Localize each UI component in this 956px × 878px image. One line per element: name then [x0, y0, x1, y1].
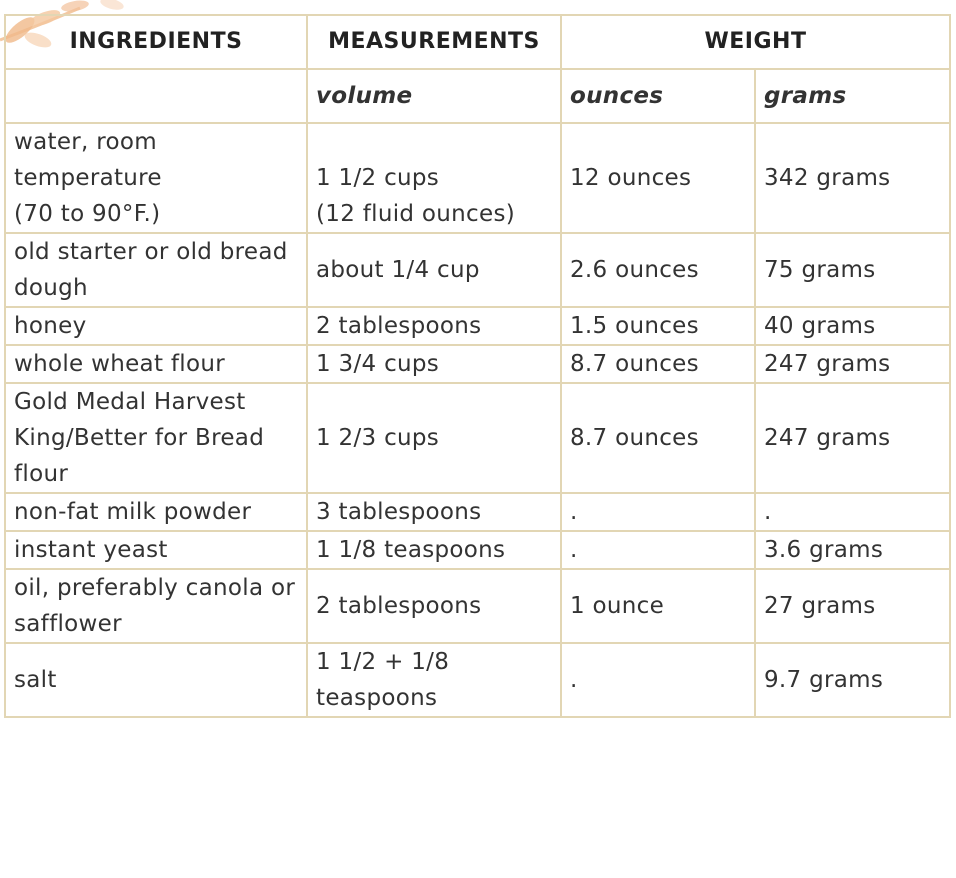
ounces-cell: . [560, 492, 756, 532]
volume-cell-line: about 1/4 cup [316, 257, 480, 283]
header-row: INGREDIENTS MEASUREMENTS WEIGHT [4, 14, 951, 70]
table-row: oil, preferably canola or safflower 2 tabl… [4, 568, 951, 644]
table-row: salt 1 1/2 + 1/8 teaspoons. 9.7 grams [4, 642, 951, 718]
table-row: Gold Medal Harvest King/Better for Bread f… [4, 382, 951, 494]
ounces-cell: 12 ounces [560, 122, 756, 234]
ounces-cell: . [560, 642, 756, 718]
table-row: whole wheat flour 1 3/4 cups 8.7 ounces 247… [4, 344, 951, 384]
grams-cell-line: 342 grams [764, 165, 891, 191]
ingredient-cell-line: instant yeast [14, 537, 168, 563]
ounces-cell-line: 8.7 ounces [570, 351, 699, 377]
volume-cell: about 1/4 cup [306, 232, 562, 308]
volume-cell-line: teaspoons [316, 685, 438, 711]
grams-cell-line: 40 grams [764, 313, 876, 339]
grams-cell: 27 grams [754, 568, 951, 644]
ingredient-cell-line: whole wheat flour [14, 351, 225, 377]
ingredient-cell-line: dough [14, 275, 88, 301]
subheader-volume: volume [306, 68, 562, 124]
volume-cell: 1 3/4 cups [306, 344, 562, 384]
volume-cell-line: 1 2/3 cups [316, 425, 440, 451]
ounces-cell: 8.7 ounces [560, 344, 756, 384]
table-row: water, room temperature (70 to 90°F.) 1 1/2… [4, 122, 951, 234]
ingredient-cell-line: King/Better for Bread [14, 425, 265, 451]
ingredient-cell: whole wheat flour [4, 344, 308, 384]
ounces-cell: 8.7 ounces [560, 382, 756, 494]
volume-cell-line: 1 3/4 cups [316, 351, 440, 377]
volume-cell-line: 2 tablespoons [316, 593, 482, 619]
volume-cell: 1 2/3 cups [306, 382, 562, 494]
subheader-grams: grams [754, 68, 951, 124]
ounces-cell-line: 12 ounces [570, 165, 692, 191]
volume-cell: 1 1/2 + 1/8 teaspoons [306, 642, 562, 718]
volume-cell: 1 1/2 cups (12 fluid ounces) [306, 122, 562, 234]
ounces-cell-line: . [570, 537, 578, 563]
ounces-cell: 2.6 ounces [560, 232, 756, 308]
grams-cell: 3.6 grams [754, 530, 951, 570]
grams-cell-line: 75 grams [764, 257, 876, 283]
ounces-cell-line: 1 ounce [570, 593, 665, 619]
header-ingredients: INGREDIENTS [4, 14, 308, 70]
ingredient-cell-line: honey [14, 313, 87, 339]
ingredient-cell: instant yeast [4, 530, 308, 570]
grams-cell: 40 grams [754, 306, 951, 346]
volume-cell: 2 tablespoons [306, 568, 562, 644]
table-row: instant yeast 1 1/8 teaspoons. 3.6 grams [4, 530, 951, 570]
volume-cell: 1 1/8 teaspoons [306, 530, 562, 570]
grams-cell: 9.7 grams [754, 642, 951, 718]
volume-cell: 2 tablespoons [306, 306, 562, 346]
ingredient-cell-line: oil, preferably canola or [14, 575, 296, 601]
volume-cell-line: 1 1/8 teaspoons [316, 537, 506, 563]
subheader-blank [4, 68, 308, 124]
ounces-cell: 1 ounce [560, 568, 756, 644]
table-row: non-fat milk powder 3 tablespoons.. [4, 492, 951, 532]
ingredient-cell-line: flour [14, 461, 69, 487]
ingredient-cell-line: salt [14, 667, 57, 693]
header-weight: WEIGHT [560, 14, 951, 70]
volume-cell-line: 1 1/2 cups [316, 165, 440, 191]
grams-cell: 75 grams [754, 232, 951, 308]
ingredient-cell: Gold Medal Harvest King/Better for Bread f… [4, 382, 308, 494]
ingredient-cell: honey [4, 306, 308, 346]
grams-cell: 342 grams [754, 122, 951, 234]
ingredient-cell: water, room temperature (70 to 90°F.) [4, 122, 308, 234]
ingredient-cell: salt [4, 642, 308, 718]
volume-cell-line: 2 tablespoons [316, 313, 482, 339]
ingredient-cell: old starter or old bread dough [4, 232, 308, 308]
ounces-cell-line: . [570, 667, 578, 693]
volume-cell-line: (12 fluid ounces) [316, 201, 515, 227]
ingredients-table: INGREDIENTS MEASUREMENTS WEIGHT volume o… [4, 14, 951, 718]
grams-cell: 247 grams [754, 382, 951, 494]
volume-cell-line: 3 tablespoons [316, 499, 482, 525]
ingredient-cell: non-fat milk powder [4, 492, 308, 532]
ingredient-cell-line: safflower [14, 611, 122, 637]
ounces-cell-line: 1.5 ounces [570, 313, 699, 339]
ounces-cell-line: 8.7 ounces [570, 425, 699, 451]
ingredient-cell-line: old starter or old bread [14, 239, 288, 265]
table-row: honey 2 tablespoons 1.5 ounces 40 grams [4, 306, 951, 346]
ounces-cell-line: 2.6 ounces [570, 257, 699, 283]
table-row: old starter or old bread dough about 1/4 c… [4, 232, 951, 308]
ingredient-cell-line: Gold Medal Harvest [14, 389, 246, 415]
grams-cell-line: 3.6 grams [764, 537, 884, 563]
ounces-cell: 1.5 ounces [560, 306, 756, 346]
ingredient-cell-line: non-fat milk powder [14, 499, 252, 525]
subheader-ounces: ounces [560, 68, 756, 124]
subheader-row: volume ounces grams [4, 68, 951, 124]
volume-cell-line: 1 1/2 + 1/8 [316, 649, 450, 675]
grams-cell: . [754, 492, 951, 532]
ounces-cell-line: . [570, 499, 578, 525]
grams-cell: 247 grams [754, 344, 951, 384]
header-measurements: MEASUREMENTS [306, 14, 562, 70]
ingredient-cell-line: water, room [14, 129, 157, 155]
grams-cell-line: . [764, 499, 772, 525]
grams-cell-line: 27 grams [764, 593, 876, 619]
ounces-cell: . [560, 530, 756, 570]
grams-cell-line: 247 grams [764, 351, 891, 377]
grams-cell-line: 247 grams [764, 425, 891, 451]
grams-cell-line: 9.7 grams [764, 667, 884, 693]
ingredient-cell-line: temperature [14, 165, 162, 191]
ingredient-cell-line: (70 to 90°F.) [14, 201, 161, 227]
ingredient-cell: oil, preferably canola or safflower [4, 568, 308, 644]
volume-cell: 3 tablespoons [306, 492, 562, 532]
